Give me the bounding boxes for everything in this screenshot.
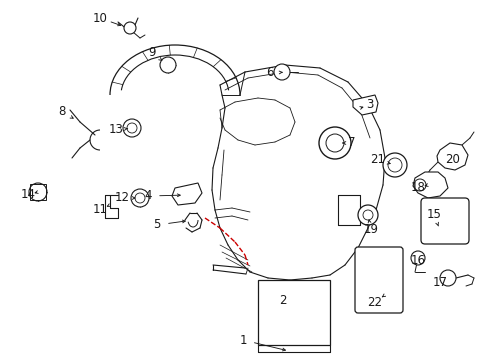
Circle shape xyxy=(413,179,425,191)
Circle shape xyxy=(325,134,343,152)
Text: 13: 13 xyxy=(108,123,123,136)
Circle shape xyxy=(135,193,145,203)
Circle shape xyxy=(29,183,47,201)
Bar xyxy=(30,184,46,200)
Circle shape xyxy=(127,123,137,133)
Bar xyxy=(258,280,329,345)
Polygon shape xyxy=(352,95,377,115)
Text: 22: 22 xyxy=(367,296,382,309)
Text: 16: 16 xyxy=(409,253,425,266)
Text: 8: 8 xyxy=(58,105,65,118)
Circle shape xyxy=(362,210,372,220)
Text: 5: 5 xyxy=(153,219,161,231)
Circle shape xyxy=(382,153,406,177)
Polygon shape xyxy=(172,183,202,205)
Circle shape xyxy=(124,22,136,34)
FancyBboxPatch shape xyxy=(420,198,468,244)
Circle shape xyxy=(273,64,289,80)
Circle shape xyxy=(123,119,141,137)
Text: 21: 21 xyxy=(370,153,385,166)
Text: 6: 6 xyxy=(265,67,273,80)
Circle shape xyxy=(357,205,377,225)
Text: 12: 12 xyxy=(114,192,129,204)
Text: 17: 17 xyxy=(431,275,447,288)
Polygon shape xyxy=(412,172,447,198)
Text: 9: 9 xyxy=(148,46,156,59)
Circle shape xyxy=(439,270,455,286)
Text: 11: 11 xyxy=(92,203,107,216)
Circle shape xyxy=(131,189,149,207)
FancyBboxPatch shape xyxy=(354,247,402,313)
Text: 4: 4 xyxy=(144,189,151,202)
Text: 14: 14 xyxy=(20,189,36,202)
Circle shape xyxy=(387,158,401,172)
Circle shape xyxy=(318,127,350,159)
Text: 7: 7 xyxy=(347,136,355,149)
Text: 18: 18 xyxy=(410,181,425,194)
Text: 19: 19 xyxy=(363,224,378,237)
Circle shape xyxy=(410,251,424,265)
Text: 3: 3 xyxy=(366,99,373,112)
Polygon shape xyxy=(436,143,467,170)
Text: 10: 10 xyxy=(92,12,107,24)
Text: 15: 15 xyxy=(426,208,441,221)
Text: 20: 20 xyxy=(445,153,460,166)
Text: 2: 2 xyxy=(279,293,286,306)
Text: 1: 1 xyxy=(239,333,246,346)
Circle shape xyxy=(160,57,176,73)
